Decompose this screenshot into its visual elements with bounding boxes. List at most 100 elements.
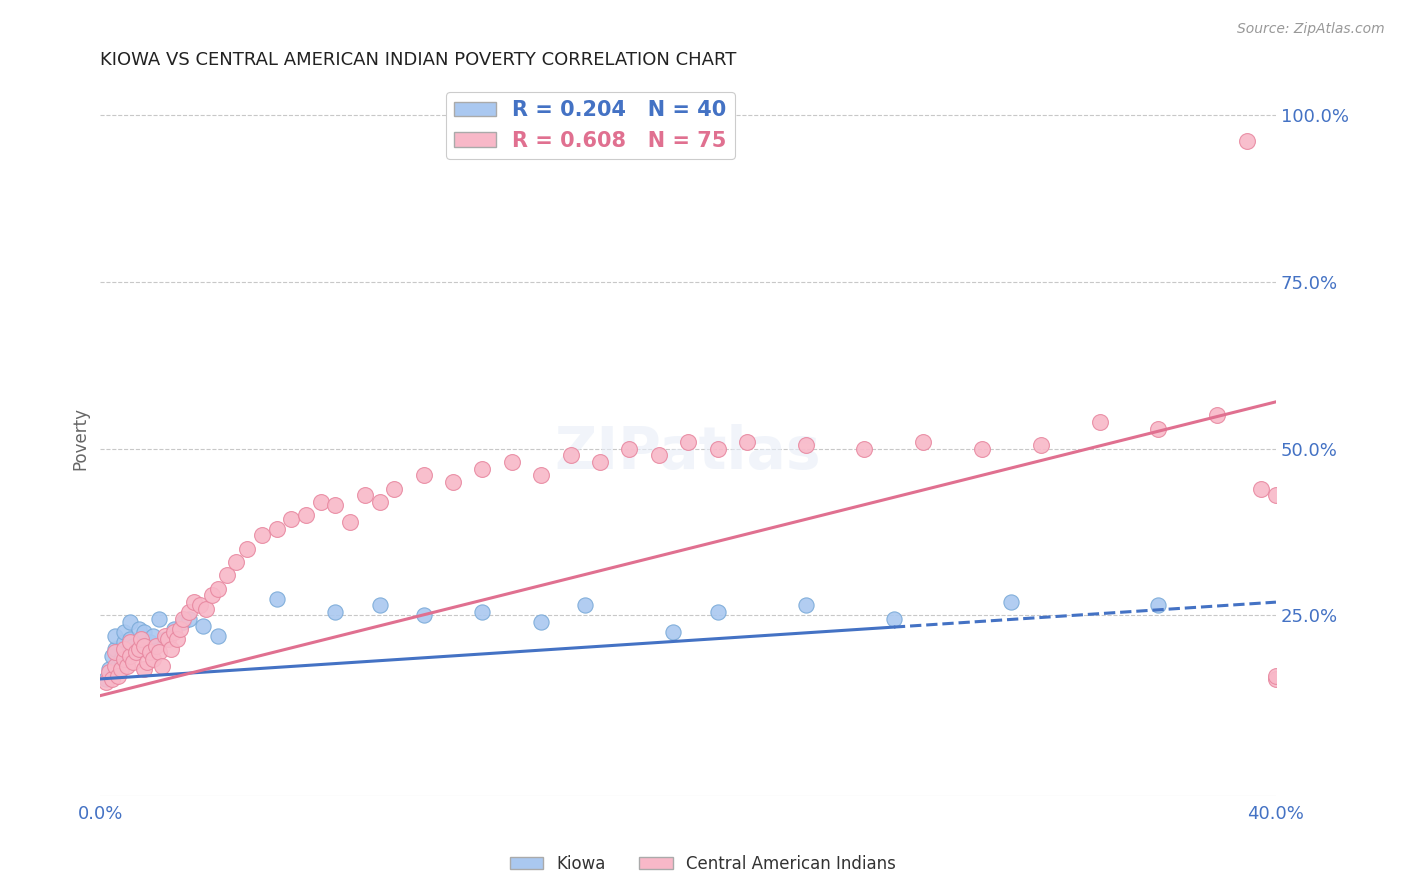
Point (471, 605, 494, 619)
Point (148, 612, 170, 626)
Point (530, 615, 553, 629)
Point (177, 605, 200, 619)
Point (183, 595, 205, 609)
Point (412, 608, 434, 623)
Point (177, 612, 200, 626)
Point (207, 628, 229, 642)
Point (188, 599, 211, 613)
Point (201, 589, 224, 603)
Point (530, 468, 553, 483)
Point (250, 528, 273, 542)
Point (662, 625, 685, 640)
Point (912, 434, 935, 449)
Point (1265, 488, 1288, 502)
Point (207, 582, 229, 596)
Point (104, 658, 127, 673)
Point (412, 468, 434, 483)
Point (883, 612, 905, 626)
Point (368, 599, 391, 613)
Text: ZIPatlas: ZIPatlas (555, 425, 821, 482)
Point (266, 591, 288, 606)
Point (160, 641, 183, 656)
Point (118, 635, 141, 649)
Point (153, 628, 176, 642)
Point (148, 645, 170, 659)
Point (110, 652, 132, 666)
Point (112, 625, 135, 640)
Point (107, 658, 129, 673)
Point (121, 655, 143, 669)
Point (134, 662, 156, 676)
Point (501, 455, 523, 469)
Point (1088, 415, 1111, 429)
Point (118, 615, 141, 629)
Point (215, 568, 238, 582)
Point (970, 442, 993, 456)
Point (98, 662, 121, 676)
Point (325, 605, 347, 619)
Point (131, 632, 153, 646)
Point (115, 645, 138, 659)
Point (124, 645, 146, 659)
Point (136, 655, 159, 669)
Point (104, 645, 127, 659)
Point (172, 615, 194, 629)
Point (145, 639, 167, 653)
Point (339, 515, 361, 529)
Point (368, 495, 391, 509)
Point (107, 668, 129, 682)
Legend: Kiowa, Central American Indians: Kiowa, Central American Indians (503, 848, 903, 880)
Point (354, 488, 377, 502)
Point (1265, 668, 1288, 682)
Point (195, 602, 218, 616)
Point (794, 599, 817, 613)
Point (309, 495, 332, 509)
Point (619, 442, 641, 456)
Point (1236, 135, 1258, 149)
Text: KIOWA VS CENTRAL AMERICAN INDIAN POVERTY CORRELATION CHART: KIOWA VS CENTRAL AMERICAN INDIAN POVERTY… (100, 51, 737, 69)
Point (676, 434, 699, 449)
Point (1000, 595, 1022, 609)
Point (325, 499, 347, 513)
Point (104, 641, 127, 656)
Point (1147, 599, 1170, 613)
Point (118, 632, 141, 646)
Point (153, 632, 176, 646)
Point (112, 635, 135, 649)
Point (574, 599, 596, 613)
Point (134, 639, 156, 653)
Point (706, 442, 728, 456)
Point (118, 648, 141, 663)
Point (142, 628, 165, 642)
Point (96, 672, 118, 686)
Legend: R = 0.204   N = 40, R = 0.608   N = 75: R = 0.204 N = 40, R = 0.608 N = 75 (446, 92, 735, 159)
Point (169, 622, 191, 636)
Point (589, 455, 612, 469)
Point (853, 442, 876, 456)
Point (560, 448, 582, 462)
Point (1250, 482, 1272, 496)
Y-axis label: Poverty: Poverty (72, 407, 89, 470)
Point (1029, 438, 1052, 452)
Point (104, 628, 127, 642)
Point (166, 632, 188, 646)
Point (382, 482, 405, 496)
Point (156, 632, 179, 646)
Point (139, 645, 162, 659)
Point (150, 658, 173, 673)
Point (142, 652, 165, 666)
Point (172, 612, 194, 626)
Point (794, 438, 817, 452)
Point (735, 434, 758, 449)
Point (136, 641, 159, 656)
Point (225, 555, 247, 569)
Point (471, 461, 494, 475)
Point (124, 645, 146, 659)
Point (193, 618, 215, 632)
Point (1206, 408, 1229, 422)
Point (101, 672, 124, 686)
Point (295, 508, 318, 523)
Point (163, 625, 186, 640)
Point (112, 652, 135, 666)
Point (441, 475, 464, 489)
